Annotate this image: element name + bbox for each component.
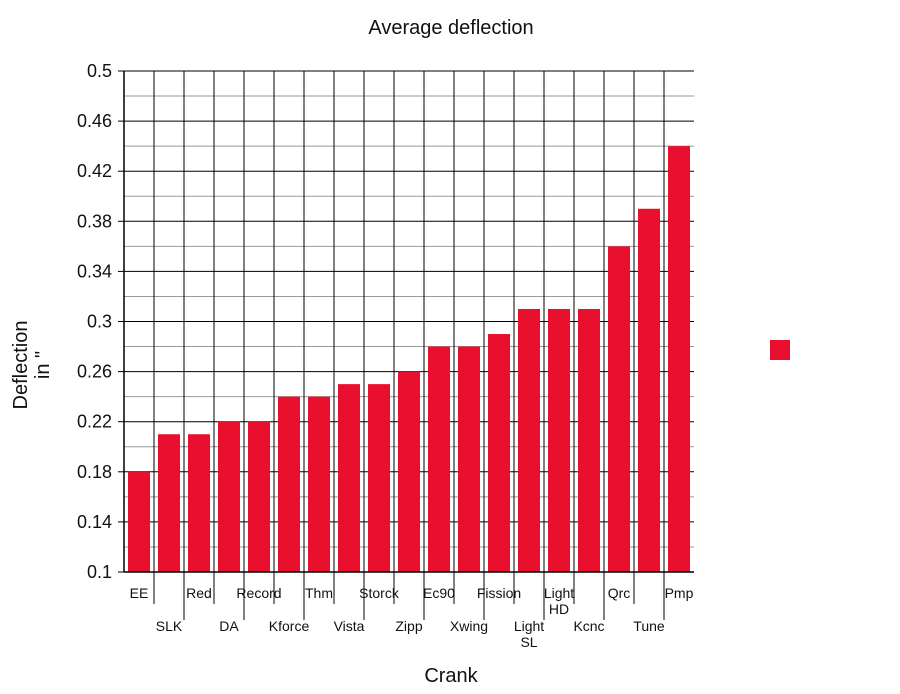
- y-tick-label: 0.18: [77, 462, 112, 482]
- bar: [338, 384, 360, 572]
- x-tick-label: Ec90: [423, 585, 455, 601]
- bar: [278, 396, 300, 572]
- x-tick-label: Storck: [359, 585, 400, 601]
- y-tick-label: 0.22: [77, 412, 112, 432]
- x-tick-label: Zipp: [395, 618, 422, 634]
- y-tick-labels: 0.1 0.14 0.18 0.22 0.26 0.3 0.34 0.38 0.42 0.46 0.…: [77, 61, 112, 582]
- chart-title: Average deflection: [368, 17, 533, 39]
- y-tick-label: 0.42: [77, 161, 112, 181]
- bar: [638, 208, 660, 572]
- x-tick-label: Vista: [334, 618, 365, 634]
- y-axis-title-line: in ": [32, 351, 54, 379]
- bar: [548, 308, 570, 572]
- bar: [218, 421, 240, 572]
- y-tick-label: 0.38: [77, 211, 112, 231]
- y-tick-label: 0.5: [87, 61, 112, 81]
- bar: [248, 421, 270, 572]
- y-tick-label: 0.3: [87, 312, 112, 332]
- bar: [368, 384, 390, 572]
- y-tick-label: 0.14: [77, 512, 112, 532]
- x-tick-label: HD: [549, 601, 569, 617]
- bar: [518, 308, 540, 572]
- x-tick-label: Qrc: [608, 585, 631, 601]
- x-tick-label: Red: [186, 585, 212, 601]
- x-tick-label: Tune: [633, 618, 665, 634]
- x-axis-title: Crank: [424, 665, 478, 687]
- x-tick-label: Kforce: [269, 618, 310, 634]
- y-tick-label: 0.34: [77, 261, 112, 281]
- bars: [128, 146, 690, 572]
- bar: [188, 434, 210, 572]
- axes: [118, 70, 694, 620]
- bar: [398, 371, 420, 572]
- x-tick-label: Light: [544, 585, 574, 601]
- y-axis-title-line: Deflection: [10, 321, 32, 410]
- legend-swatch: [770, 340, 790, 360]
- x-tick-label: EE: [130, 585, 149, 601]
- bar: [428, 346, 450, 572]
- x-tick-label: Thm: [305, 585, 333, 601]
- x-tick-label: Kcnc: [573, 618, 604, 634]
- x-tick-label: Fission: [477, 585, 521, 601]
- bar: [578, 308, 600, 572]
- x-tick-labels: EE SLK Red DA Record Kforce Thm Vista Storck Zipp…: [130, 585, 694, 650]
- bar: [608, 246, 630, 572]
- y-tick-label: 0.26: [77, 362, 112, 382]
- bar: [668, 146, 690, 572]
- bar: [458, 346, 480, 572]
- x-tick-label: SLK: [156, 618, 183, 634]
- y-axis-title: Deflection in ": [10, 321, 54, 410]
- y-tick-label: 0.46: [77, 111, 112, 131]
- bar: [308, 396, 330, 572]
- x-tick-label: SL: [520, 634, 537, 650]
- x-tick-label: Xwing: [450, 618, 488, 634]
- bar: [128, 471, 150, 572]
- bar: [488, 334, 510, 572]
- x-tick-label: DA: [219, 618, 239, 634]
- y-tick-label: 0.1: [87, 562, 112, 582]
- x-tick-label: Pmp: [665, 585, 694, 601]
- bar: [158, 434, 180, 572]
- x-tick-label: Record: [236, 585, 281, 601]
- x-tick-label: Light: [514, 618, 544, 634]
